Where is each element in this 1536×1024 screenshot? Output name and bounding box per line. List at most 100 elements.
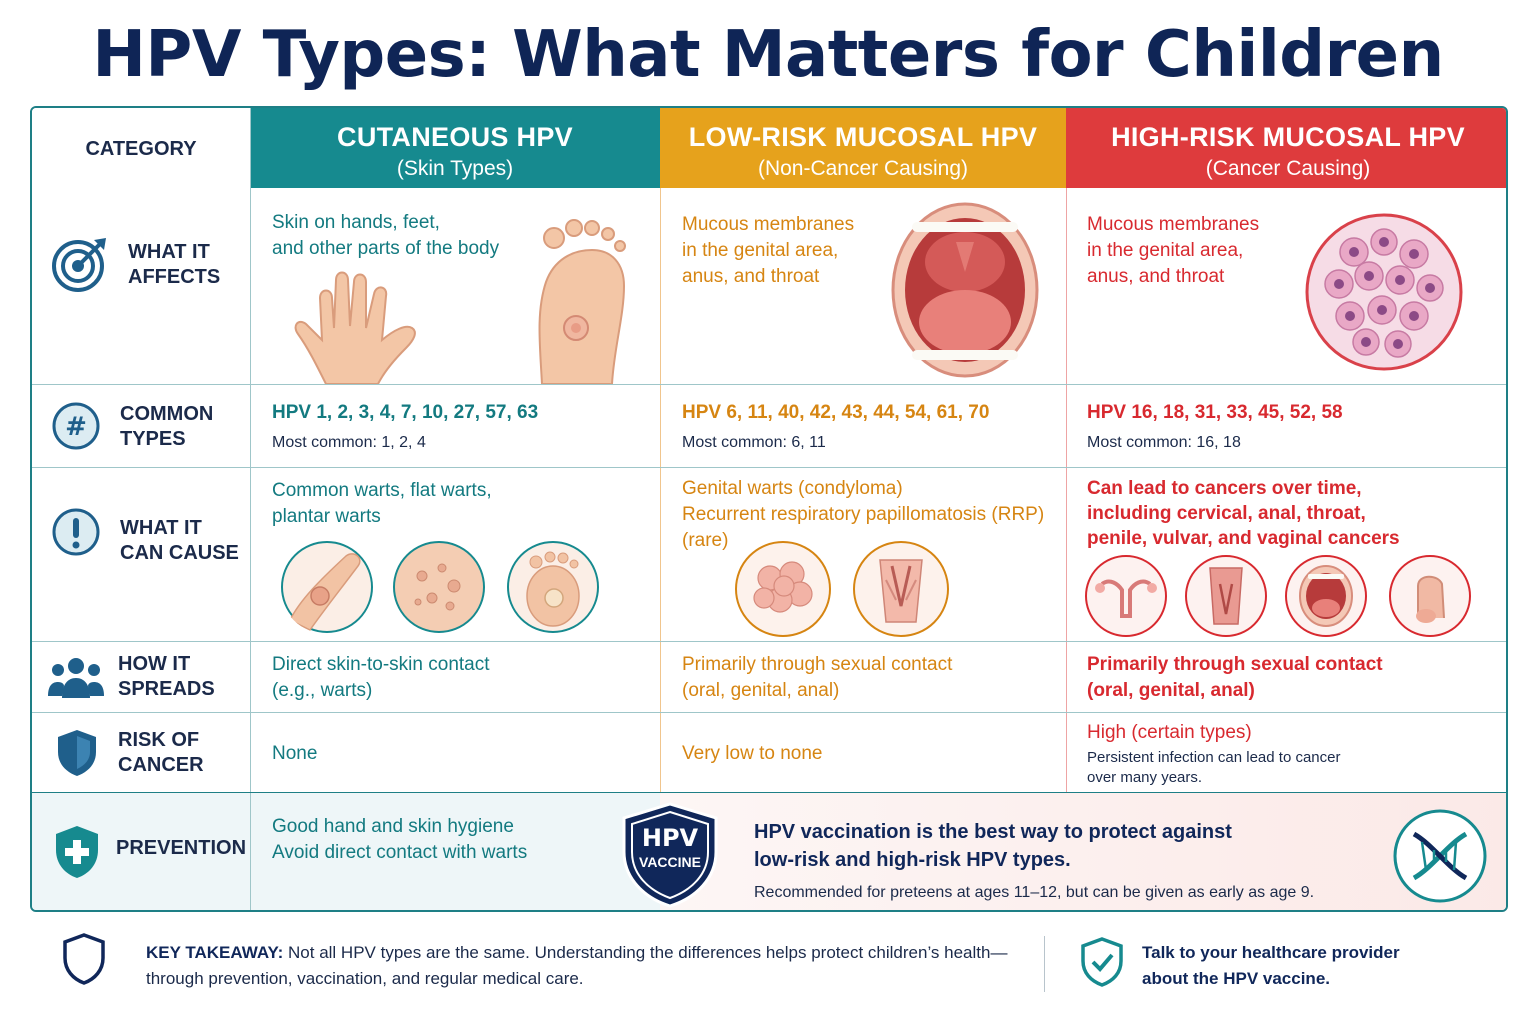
text-line: Genital warts (condyloma) xyxy=(682,478,903,499)
risk-level: High (certain types) xyxy=(1087,722,1252,743)
header-cutaneous-title: CUTANEOUS HPV xyxy=(337,122,573,152)
takeaway-line-2: through prevention, vaccination, and reg… xyxy=(146,969,584,988)
row-label-line: TYPES xyxy=(120,428,186,450)
high-types: HPV 16, 18, 31, 33, 45, 52, 58 Most comm… xyxy=(1087,400,1343,453)
provider-cta: Talk to your healthcare provider about t… xyxy=(1142,940,1400,992)
vaccine-message: HPV vaccination is the best way to prote… xyxy=(754,818,1314,902)
type-most-common: Most common: 6, 11 xyxy=(682,434,826,451)
row-label-types: COMMON TYPES xyxy=(120,402,213,452)
risk-note: over many years. xyxy=(1087,769,1203,786)
row-label-line: CANCER xyxy=(118,754,204,776)
row-label-affects: WHAT IT AFFECTS xyxy=(128,240,220,290)
text-line: Direct skin-to-skin contact xyxy=(272,654,490,675)
text-line: Skin on hands, feet, xyxy=(272,212,440,233)
cutaneous-risk-text: None xyxy=(272,743,318,764)
low-affects-text: Mucous membranes in the genital area, an… xyxy=(682,212,854,290)
badge-text-vaccine: VACCINE xyxy=(639,854,701,870)
text-line: Mucous membranes xyxy=(1087,214,1260,235)
cutaneous-spreads-text: Direct skin-to-skin contact (e.g., warts… xyxy=(272,652,490,704)
divider xyxy=(32,641,1506,642)
comparison-table: CATEGORY CUTANEOUS HPV (Skin Types) LOW-… xyxy=(30,106,1508,912)
text-line: Can lead to cancers over time, xyxy=(1087,478,1362,499)
risk-note: Persistent infection can lead to cancer xyxy=(1087,749,1341,766)
row-label-spreads: HOW IT SPREADS xyxy=(118,652,215,702)
text-line: penile, vulvar, and vaginal cancers xyxy=(1087,528,1400,549)
row-label-line: CAN CAUSE xyxy=(120,542,239,564)
header-low-risk-title: LOW-RISK MUCOSAL HPV xyxy=(688,122,1038,152)
hash-icon: # xyxy=(52,402,100,450)
cutaneous-affects-text: Skin on hands, feet, and other parts of … xyxy=(272,210,499,262)
low-spreads-text: Primarily through sexual contact (oral, … xyxy=(682,652,952,704)
header-low-risk: LOW-RISK MUCOSAL HPV (Non-Cancer Causing… xyxy=(660,108,1066,188)
people-icon xyxy=(48,658,104,698)
text-line: in the genital area, xyxy=(1087,240,1244,261)
divider xyxy=(32,792,1506,793)
hpv-vaccine-badge xyxy=(622,802,718,908)
high-spreads-text: Primarily through sexual contact (oral, … xyxy=(1087,652,1383,704)
cervix-image xyxy=(1085,555,1167,637)
row-label-line: COMMON xyxy=(120,403,214,425)
text-line: Primarily through sexual contact xyxy=(1087,654,1383,675)
footer-divider xyxy=(1044,936,1045,992)
divider xyxy=(660,188,661,792)
text-line: plantar warts xyxy=(272,506,381,527)
divider xyxy=(32,467,1506,468)
text-line: (oral, genital, anal) xyxy=(1087,680,1255,701)
text-line: including cervical, anal, throat, xyxy=(1087,503,1366,524)
header-high-risk-title: HIGH-RISK MUCOSAL HPV xyxy=(1111,122,1465,152)
vaccine-recommendation: Recommended for preteens at ages 11–12, … xyxy=(754,884,1315,901)
shield-icon xyxy=(58,730,96,776)
text-line: (rare) xyxy=(682,530,729,551)
cutaneous-cause-text: Common warts, flat warts, plantar warts xyxy=(272,478,492,530)
vaccine-message-line: low-risk and high-risk HPV types. xyxy=(754,849,1071,871)
divider xyxy=(32,712,1506,713)
row-label-line: SPREADS xyxy=(118,678,215,700)
row-label-line: AFFECTS xyxy=(128,266,221,288)
header-low-risk-subtitle: (Non-Cancer Causing) xyxy=(757,157,969,180)
text-line: Mucous membranes xyxy=(682,214,855,235)
flat-warts-image xyxy=(393,541,485,633)
text-line: (e.g., warts) xyxy=(272,680,373,701)
vaccine-message-line: HPV vaccination is the best way to prote… xyxy=(754,821,1232,843)
type-most-common: Most common: 16, 18 xyxy=(1087,434,1241,451)
text-line: (oral, genital, anal) xyxy=(682,680,840,701)
badge-text-hpv: HPV xyxy=(641,824,699,852)
row-label-prevention: PREVENTION xyxy=(116,837,247,859)
key-takeaway: KEY TAKEAWAY: Not all HPV types are the … xyxy=(146,940,1026,992)
target-icon xyxy=(52,238,106,292)
row-label-line: WHAT IT xyxy=(128,241,210,263)
type-most-common: Most common: 1, 2, 4 xyxy=(272,434,426,451)
plantar-wart-image xyxy=(507,541,599,633)
text-line: and other parts of the body xyxy=(272,238,500,259)
type-list: HPV 6, 11, 40, 42, 43, 44, 54, 61, 70 xyxy=(682,402,990,423)
low-risk-text: Very low to none xyxy=(682,743,823,764)
takeaway-line-1: KEY TAKEAWAY: Not all HPV types are the … xyxy=(146,940,1026,966)
larynx-image xyxy=(853,541,949,637)
row-label-cause: WHAT IT CAN CAUSE xyxy=(120,516,239,566)
takeaway-shield-icon xyxy=(63,933,105,985)
type-list: HPV 16, 18, 31, 33, 45, 52, 58 xyxy=(1087,402,1343,423)
high-affects-text: Mucous membranes in the genital area, an… xyxy=(1087,212,1259,290)
cells-illustration xyxy=(1305,213,1463,371)
cta-line: Talk to your healthcare provider xyxy=(1142,943,1400,962)
header-high-risk-subtitle: (Cancer Causing) xyxy=(1205,157,1371,180)
text-line: Good hand and skin hygiene xyxy=(272,816,514,837)
penile-image xyxy=(1389,555,1471,637)
text-line: in the genital area, xyxy=(682,240,839,261)
divider xyxy=(1066,188,1067,792)
cutaneous-prevention-text: Good hand and skin hygiene Avoid direct … xyxy=(272,814,527,866)
dna-icon xyxy=(1393,809,1487,903)
anal-image xyxy=(1185,555,1267,637)
low-cause-text: Genital warts (condyloma) Recurrent resp… xyxy=(682,476,1044,554)
text-line: anus, and throat xyxy=(682,266,820,287)
check-shield-icon xyxy=(1081,937,1123,987)
cutaneous-types: HPV 1, 2, 3, 4, 7, 10, 27, 57, 63 Most c… xyxy=(272,400,538,453)
svg-text:#: # xyxy=(65,412,87,442)
takeaway-label: KEY TAKEAWAY: xyxy=(146,943,284,962)
high-cause-text: Can lead to cancers over time, including… xyxy=(1087,476,1400,551)
text-line: Recurrent respiratory papillomatosis (RR… xyxy=(682,504,1045,525)
header-cutaneous: CUTANEOUS HPV (Skin Types) xyxy=(250,108,660,188)
header-high-risk: HIGH-RISK MUCOSAL HPV (Cancer Causing) xyxy=(1066,108,1506,188)
row-label-line: HOW IT xyxy=(118,653,191,675)
text-line: anus, and throat xyxy=(1087,266,1225,287)
